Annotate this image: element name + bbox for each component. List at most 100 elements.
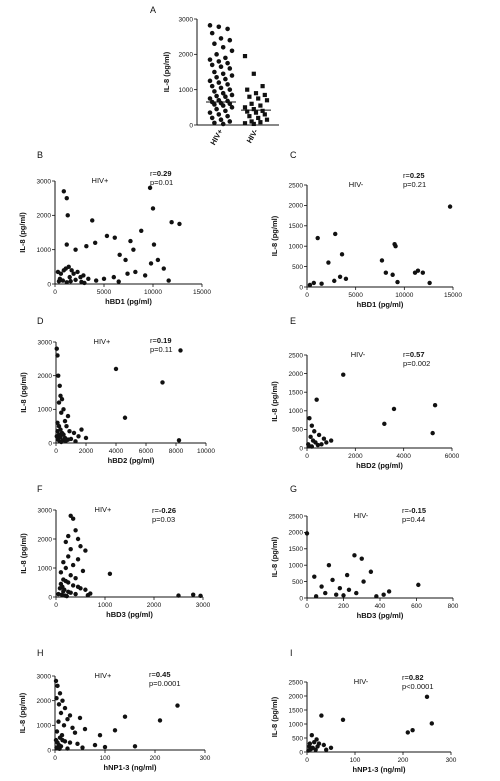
data-point bbox=[56, 373, 61, 378]
data-point bbox=[78, 544, 83, 549]
data-point bbox=[56, 719, 61, 724]
data-point bbox=[70, 562, 76, 568]
chart-panel-d: 0 1000 2000 3000 0 2000 4000 6000 8000 10000 hBD2 … bbox=[19, 336, 215, 465]
data-point bbox=[354, 590, 359, 596]
r-prefix: r= bbox=[402, 673, 409, 682]
panel-title: HIV+ bbox=[94, 337, 112, 346]
panel-title: HIV- bbox=[354, 677, 369, 686]
x-tick-label: 15000 bbox=[193, 289, 211, 296]
data-point bbox=[161, 266, 166, 271]
x-axis-label: hBD2 (pg/ml) bbox=[356, 461, 403, 470]
data-point bbox=[101, 276, 107, 282]
panel-title: HIV+ bbox=[95, 505, 113, 514]
data-point bbox=[64, 195, 69, 201]
x-tick-label: 3000 bbox=[196, 602, 211, 609]
data-point bbox=[55, 420, 60, 425]
data-point bbox=[65, 213, 70, 218]
data-point bbox=[112, 235, 117, 240]
y-tick-label: 2500 bbox=[289, 352, 304, 359]
y-tick-label: 3000 bbox=[38, 507, 53, 514]
data-point bbox=[56, 279, 62, 284]
data-point bbox=[71, 430, 77, 436]
data-point bbox=[427, 280, 432, 286]
x-axis-label: hBD2 (pg/ml) bbox=[108, 456, 155, 465]
x-axis-label: hNP1-3 (ng/ml) bbox=[353, 765, 406, 774]
data-point bbox=[309, 423, 315, 428]
r-value: 0.25 bbox=[410, 171, 425, 180]
data-point bbox=[207, 78, 213, 84]
r-value-label: r=0.25 bbox=[403, 171, 425, 180]
data-point bbox=[393, 244, 398, 249]
y-tick-label: 500 bbox=[292, 264, 303, 271]
data-point bbox=[223, 94, 228, 100]
p-value-label: p=0.44 bbox=[402, 515, 425, 524]
data-point bbox=[58, 710, 64, 716]
x-tick-label: 200 bbox=[398, 757, 409, 764]
p-value-label: p=0.01 bbox=[150, 178, 173, 187]
y-tick-label: 1500 bbox=[289, 390, 304, 397]
data-point bbox=[314, 397, 319, 402]
x-tick-label: 300 bbox=[200, 755, 211, 762]
data-point bbox=[155, 257, 161, 263]
y-tick-label: 2500 bbox=[289, 513, 304, 520]
data-point bbox=[307, 741, 313, 746]
data-point bbox=[420, 270, 426, 275]
y-tick-label: 1000 bbox=[38, 407, 53, 414]
data-point bbox=[395, 279, 400, 285]
data-point bbox=[160, 380, 165, 385]
y-axis-label: IL-8 (pg/ml) bbox=[270, 696, 279, 737]
y-tick-label: 2000 bbox=[38, 373, 53, 380]
data-point bbox=[352, 553, 357, 558]
panel-title: HIV+ bbox=[92, 176, 110, 185]
y-tick-label: 0 bbox=[299, 595, 303, 602]
data-point bbox=[59, 733, 65, 738]
data-point bbox=[73, 247, 78, 252]
data-point bbox=[214, 106, 219, 112]
data-point bbox=[92, 742, 98, 748]
x-tick-label: 10000 bbox=[197, 448, 215, 455]
data-point bbox=[53, 737, 59, 743]
data-point bbox=[83, 435, 89, 441]
data-point bbox=[326, 563, 332, 568]
data-point bbox=[166, 278, 171, 283]
data-point bbox=[328, 438, 334, 443]
y-tick-label: 1000 bbox=[289, 721, 304, 728]
data-point bbox=[212, 120, 217, 126]
r-value-label: r=0.19 bbox=[150, 336, 172, 345]
x-tick-label: 0 bbox=[305, 453, 309, 460]
x-tick-label: 0 bbox=[53, 755, 57, 762]
data-point bbox=[223, 55, 228, 61]
data-point bbox=[64, 593, 69, 599]
data-point bbox=[218, 117, 224, 122]
data-point bbox=[122, 714, 128, 719]
data-point bbox=[309, 444, 315, 449]
data-point bbox=[242, 121, 248, 126]
x-tick-label: 2000 bbox=[147, 602, 162, 609]
p-value-label: p=0.002 bbox=[403, 359, 430, 368]
data-point bbox=[67, 713, 73, 718]
data-point bbox=[132, 744, 138, 749]
data-point bbox=[58, 570, 64, 575]
data-point bbox=[60, 698, 65, 703]
data-point bbox=[54, 696, 59, 701]
r-value: 0.29 bbox=[157, 169, 172, 178]
data-point bbox=[247, 114, 252, 119]
data-point bbox=[55, 683, 60, 689]
x-tick-label: 10000 bbox=[144, 289, 162, 296]
x-tick-label: 200 bbox=[150, 755, 161, 762]
panel-label-c: C bbox=[290, 150, 297, 160]
data-point bbox=[214, 52, 219, 57]
data-point bbox=[339, 252, 345, 257]
data-point bbox=[102, 744, 108, 750]
data-point bbox=[65, 716, 70, 722]
x-tick-label: 0 bbox=[54, 602, 58, 609]
data-point bbox=[306, 748, 311, 753]
data-point bbox=[209, 62, 215, 68]
x-tick-label: 200 bbox=[338, 603, 349, 610]
data-point bbox=[66, 264, 71, 270]
y-tick-label: 0 bbox=[48, 440, 52, 447]
panel-label-d: D bbox=[37, 316, 44, 326]
r-prefix: r= bbox=[402, 506, 409, 515]
x-tick-label: 0 bbox=[305, 292, 309, 299]
data-point bbox=[128, 238, 133, 244]
